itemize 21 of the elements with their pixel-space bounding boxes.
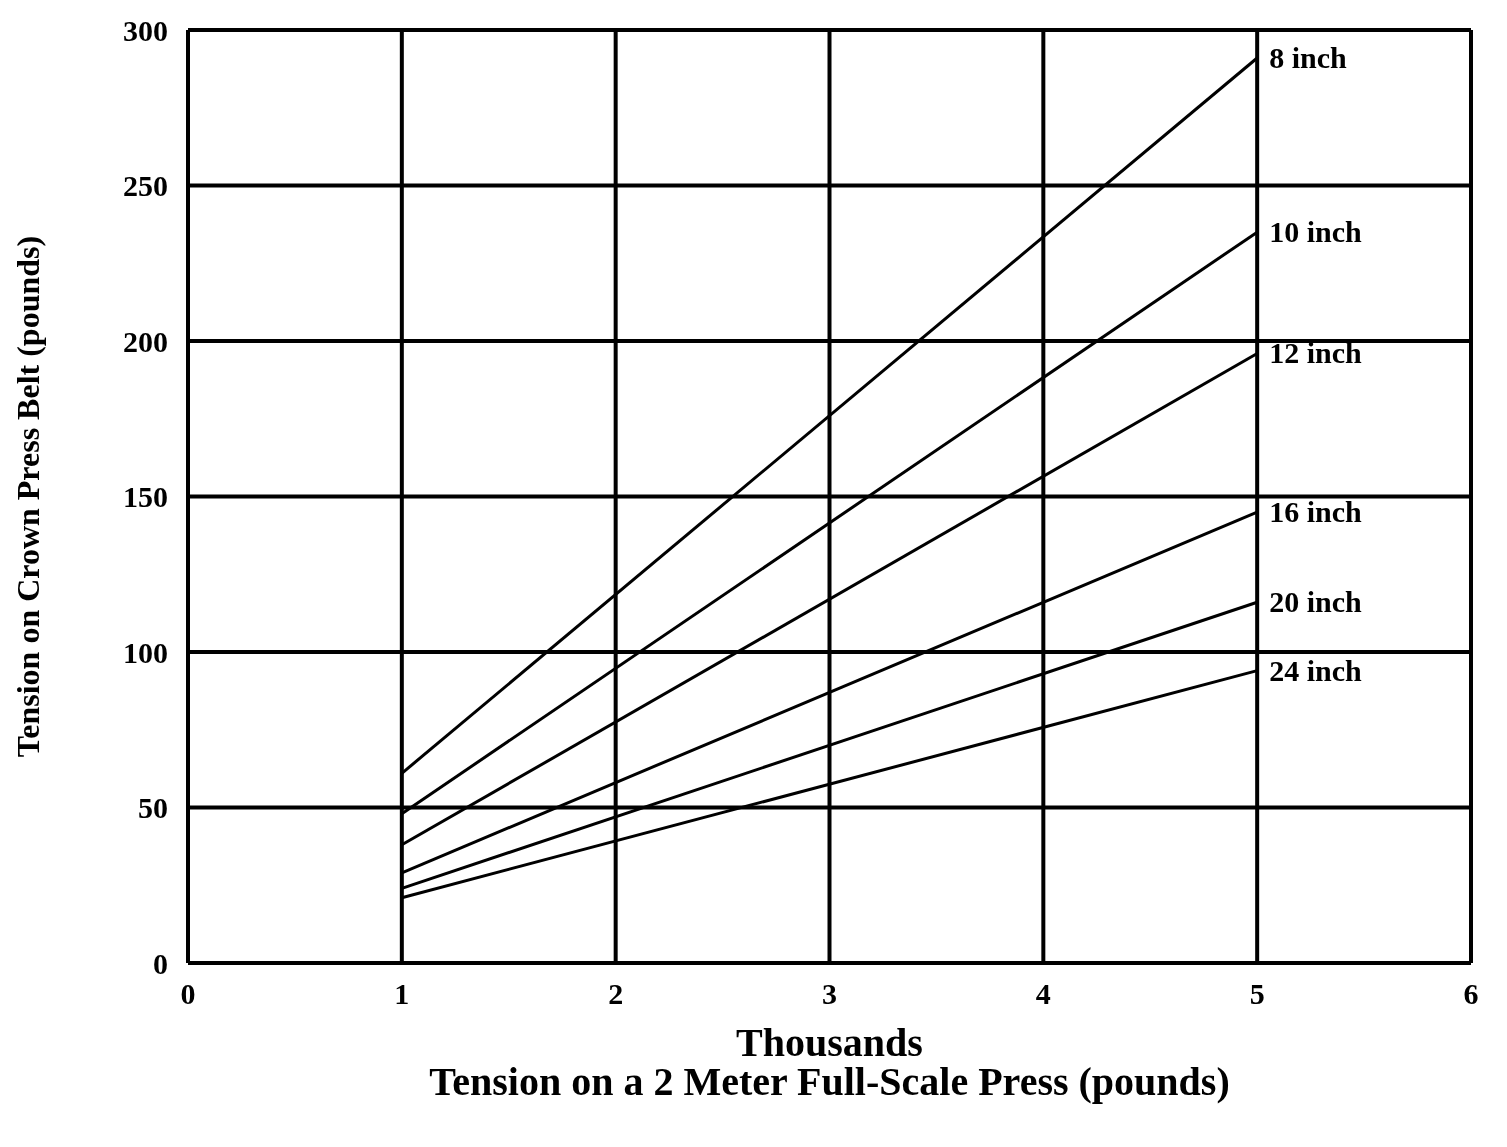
series-label: 12 inch — [1269, 336, 1362, 370]
x-tick-label: 4 — [1035, 977, 1051, 1011]
x-tick-label: 6 — [1463, 977, 1479, 1011]
series-label: 10 inch — [1269, 215, 1362, 249]
x-tick-label: 2 — [608, 977, 624, 1011]
y-tick-label: 50 — [138, 791, 168, 825]
series-label: 16 inch — [1269, 495, 1362, 529]
y-tick-label: 0 — [153, 946, 168, 980]
y-tick-label: 150 — [123, 480, 168, 514]
x-tick-label: 1 — [394, 977, 410, 1011]
y-tick-label: 100 — [123, 635, 168, 669]
series-label: 20 inch — [1269, 585, 1362, 619]
x-tick-label: 5 — [1249, 977, 1265, 1011]
y-tick-label: 200 — [123, 324, 168, 358]
series-label: 8 inch — [1269, 40, 1347, 74]
series-label: 24 inch — [1269, 653, 1362, 687]
x-tick-label: 3 — [822, 977, 837, 1011]
y-axis-title: Tension on Crown Press Belt (pounds) — [10, 235, 47, 758]
y-tick-label: 250 — [123, 169, 168, 203]
x-tick-label: 0 — [180, 977, 196, 1011]
y-tick-label: 300 — [123, 13, 168, 47]
